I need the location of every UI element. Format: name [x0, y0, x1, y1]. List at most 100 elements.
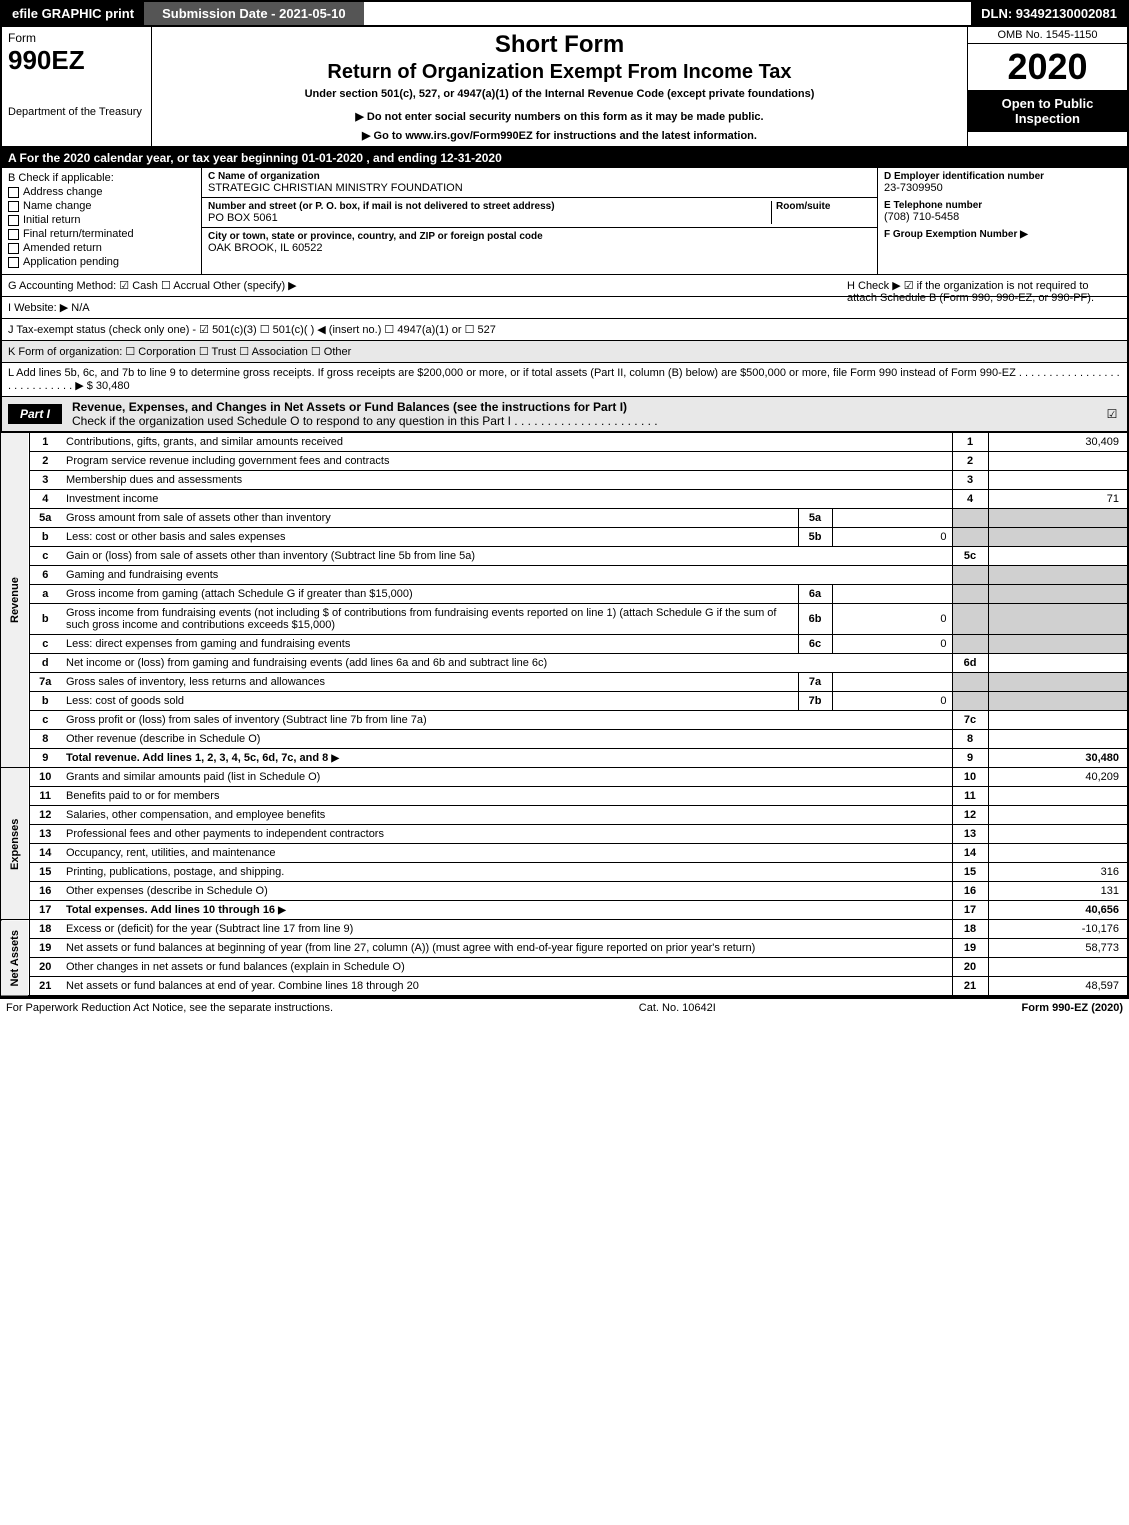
org-name-row: C Name of organization STRATEGIC CHRISTI…: [202, 168, 877, 198]
cb-application-pending-label: Application pending: [23, 256, 119, 268]
row-18: Net Assets 18 Excess or (deficit) for th…: [1, 920, 1128, 939]
desc-7c: Gross profit or (loss) from sales of inv…: [66, 714, 427, 726]
amt-21: 48,597: [988, 977, 1128, 997]
row-14: 14 Occupancy, rent, utilities, and maint…: [1, 844, 1128, 863]
row-16: 16 Other expenses (describe in Schedule …: [1, 882, 1128, 901]
header-right: OMB No. 1545-1150 2020 Open to Public In…: [967, 27, 1127, 146]
sn-5b: 5b: [798, 528, 832, 547]
row-7c: c Gross profit or (loss) from sales of i…: [1, 711, 1128, 730]
amt-11: [988, 787, 1128, 806]
header-center: Short Form Return of Organization Exempt…: [152, 27, 967, 146]
amt-14: [988, 844, 1128, 863]
cb-name-change-label: Name change: [23, 200, 92, 212]
row-7a: 7a Gross sales of inventory, less return…: [1, 673, 1128, 692]
sn-7a: 7a: [798, 673, 832, 692]
ln-18: 18: [952, 920, 988, 939]
part1-title: Revenue, Expenses, and Changes in Net As…: [68, 397, 1097, 431]
row-8: 8 Other revenue (describe in Schedule O)…: [1, 730, 1128, 749]
amt-8: [988, 730, 1128, 749]
efile-label[interactable]: efile GRAPHIC print: [2, 2, 144, 25]
cb-final-return-label: Final return/terminated: [23, 228, 134, 240]
amt-3: [988, 471, 1128, 490]
ln-16: 16: [952, 882, 988, 901]
num-5a: 5a: [29, 509, 61, 528]
line-g-h: G Accounting Method: ☑ Cash ☐ Accrual Ot…: [0, 275, 1129, 297]
amt-4: 71: [988, 490, 1128, 509]
cb-address-change[interactable]: Address change: [8, 186, 195, 198]
cb-application-pending[interactable]: Application pending: [8, 256, 195, 268]
desc-6a: Gross income from gaming (attach Schedul…: [66, 588, 413, 600]
cb-amended-return-label: Amended return: [23, 242, 102, 254]
cb-name-change[interactable]: Name change: [8, 200, 195, 212]
period-bar: A For the 2020 calendar year, or tax yea…: [0, 148, 1129, 168]
footer-right: Form 990-EZ (2020): [1022, 1002, 1123, 1014]
cb-initial-return[interactable]: Initial return: [8, 214, 195, 226]
amt-5b-shade: [988, 528, 1128, 547]
row-3: 3 Membership dues and assessments 3: [1, 471, 1128, 490]
header-left: Form 990EZ Department of the Treasury: [2, 27, 152, 146]
row-4: 4 Investment income 4 71: [1, 490, 1128, 509]
num-16: 16: [29, 882, 61, 901]
desc-6c: Less: direct expenses from gaming and fu…: [66, 638, 350, 650]
part1-table: Revenue 1 Contributions, gifts, grants, …: [0, 432, 1129, 997]
info-block: B Check if applicable: Address change Na…: [0, 168, 1129, 275]
amt-5c: [988, 547, 1128, 566]
part1-check[interactable]: ☑: [1097, 407, 1127, 421]
sv-6c: 0: [832, 635, 952, 654]
ln-5c: 5c: [952, 547, 988, 566]
sn-6c: 6c: [798, 635, 832, 654]
amt-7a-shade: [988, 673, 1128, 692]
part1-tag: Part I: [8, 404, 62, 424]
amt-10: 40,209: [988, 768, 1128, 787]
amt-2: [988, 452, 1128, 471]
amt-1: 30,409: [988, 433, 1128, 452]
box-c: C Name of organization STRATEGIC CHRISTI…: [202, 168, 877, 274]
cb-amended-return[interactable]: Amended return: [8, 242, 195, 254]
desc-9: Total revenue. Add lines 1, 2, 3, 4, 5c,…: [66, 752, 328, 764]
row-21: 21 Net assets or fund balances at end of…: [1, 977, 1128, 997]
num-6: 6: [29, 566, 61, 585]
amt-6d: [988, 654, 1128, 673]
row-20: 20 Other changes in net assets or fund b…: [1, 958, 1128, 977]
form-word: Form: [8, 31, 145, 45]
side-netassets: Net Assets: [1, 920, 29, 997]
num-7b: b: [29, 692, 61, 711]
desc-5a: Gross amount from sale of assets other t…: [66, 512, 331, 524]
goto-link[interactable]: ▶ Go to www.irs.gov/Form990EZ for instru…: [160, 129, 959, 142]
cb-final-return[interactable]: Final return/terminated: [8, 228, 195, 240]
desc-19: Net assets or fund balances at beginning…: [66, 942, 755, 954]
desc-6d: Net income or (loss) from gaming and fun…: [66, 657, 547, 669]
ln-7b-shade: [952, 692, 988, 711]
num-6d: d: [29, 654, 61, 673]
phone-label: E Telephone number: [884, 200, 1121, 211]
row-17: 17 Total expenses. Add lines 10 through …: [1, 901, 1128, 920]
desc-10: Grants and similar amounts paid (list in…: [66, 771, 320, 783]
desc-20: Other changes in net assets or fund bala…: [66, 961, 405, 973]
num-13: 13: [29, 825, 61, 844]
amt-6c-shade: [988, 635, 1128, 654]
desc-14: Occupancy, rent, utilities, and maintena…: [66, 847, 276, 859]
row-1: Revenue 1 Contributions, gifts, grants, …: [1, 433, 1128, 452]
desc-2: Program service revenue including govern…: [66, 455, 389, 467]
line-j: J Tax-exempt status (check only one) - ☑…: [0, 319, 1129, 341]
desc-6: Gaming and fundraising events: [66, 569, 218, 581]
dln-label: DLN: 93492130002081: [971, 2, 1127, 25]
cb-initial-return-label: Initial return: [23, 214, 80, 226]
dept-treasury: Department of the Treasury: [8, 106, 145, 118]
desc-7b: Less: cost of goods sold: [66, 695, 184, 707]
desc-16: Other expenses (describe in Schedule O): [66, 885, 268, 897]
part1-title-text: Revenue, Expenses, and Changes in Net As…: [72, 400, 627, 414]
num-21: 21: [29, 977, 61, 997]
row-7b: b Less: cost of goods sold 7b 0: [1, 692, 1128, 711]
ln-19: 19: [952, 939, 988, 958]
num-4: 4: [29, 490, 61, 509]
ssn-warning: ▶ Do not enter social security numbers o…: [160, 110, 959, 123]
desc-13: Professional fees and other payments to …: [66, 828, 384, 840]
num-7a: 7a: [29, 673, 61, 692]
num-1: 1: [29, 433, 61, 452]
org-addr-row: Number and street (or P. O. box, if mail…: [202, 198, 877, 228]
addr-label: Number and street (or P. O. box, if mail…: [208, 201, 771, 212]
row-6d: d Net income or (loss) from gaming and f…: [1, 654, 1128, 673]
num-15: 15: [29, 863, 61, 882]
row-6c: c Less: direct expenses from gaming and …: [1, 635, 1128, 654]
